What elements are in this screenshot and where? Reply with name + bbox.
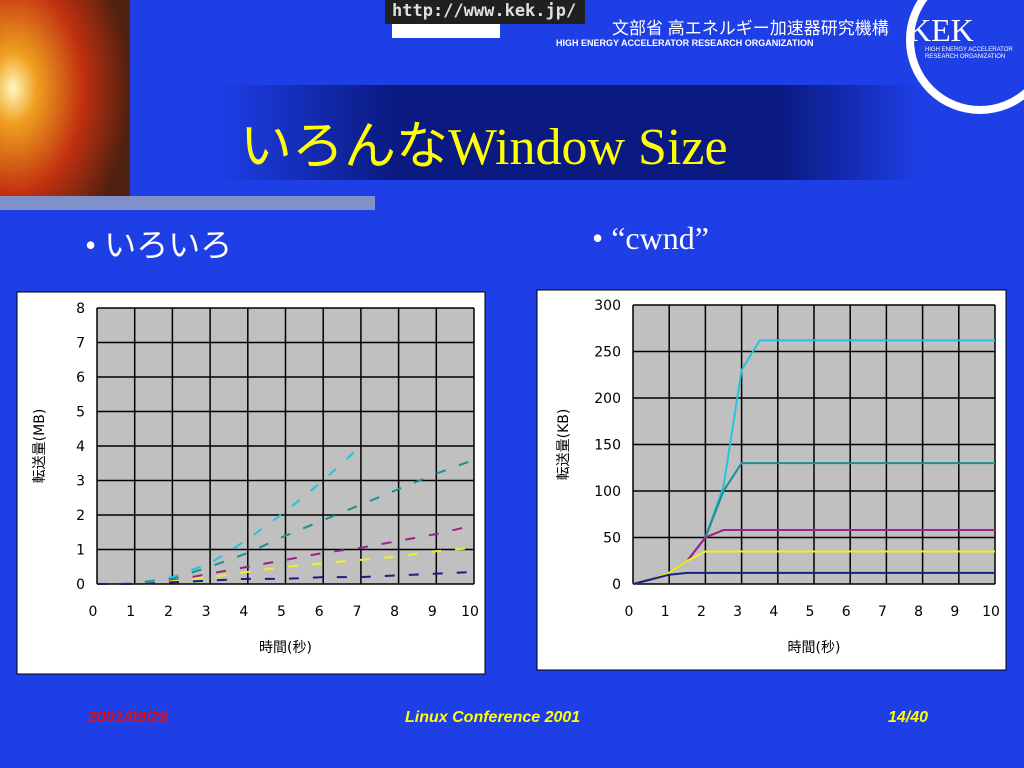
series-line (97, 570, 475, 585)
x-axis-label: 時間(秒) (788, 640, 841, 656)
x-tick-label: 7 (352, 604, 361, 620)
title-band (220, 85, 920, 180)
x-tick-label: 6 (842, 604, 851, 620)
y-tick-label: 300 (594, 298, 621, 314)
footer-page: 14/40 (888, 709, 929, 726)
bullet-text: “cwnd” (611, 220, 709, 256)
x-tick-label: 7 (878, 604, 887, 620)
y-axis-label: 転送量(KB) (556, 409, 572, 481)
x-tick-label: 2 (697, 604, 706, 620)
x-tick-label: 1 (661, 604, 670, 620)
x-tick-label: 10 (461, 604, 479, 620)
x-tick-label: 8 (914, 604, 923, 620)
y-tick-label: 0 (76, 577, 85, 593)
bullet: • “cwnd” (592, 220, 709, 256)
x-tick-label: 0 (89, 604, 98, 620)
title-rule (0, 196, 375, 210)
series-line (96, 458, 475, 585)
url-bar (385, 0, 585, 24)
bullet-text: いろいろ (104, 227, 233, 263)
org-en: HIGH ENERGY ACCELERATOR RESEARCH ORGANIZ… (556, 38, 814, 48)
logo-sub: HIGH ENERGY ACCELERATOR RESEARCH ORGANIZ… (925, 47, 1013, 60)
x-tick-label: 4 (239, 604, 248, 620)
x-tick-label: 5 (277, 604, 286, 620)
y-tick-label: 200 (594, 391, 621, 407)
x-tick-label: 9 (428, 604, 437, 620)
y-tick-label: 50 (603, 531, 621, 547)
footer-date: 2001/09/28 (88, 709, 169, 726)
url: http://www.kek.jp/ (392, 1, 577, 21)
logo-ring (906, 0, 1024, 114)
series-line (96, 524, 475, 585)
y-tick-label: 2 (76, 508, 85, 524)
series-line (632, 571, 995, 585)
y-tick-label: 3 (76, 474, 85, 490)
x-tick-label: 3 (733, 604, 742, 620)
series-line (96, 445, 362, 585)
logo: KEK (908, 12, 974, 48)
x-tick-label: 1 (126, 604, 135, 620)
y-tick-label: 7 (76, 336, 85, 352)
sun-image (0, 0, 130, 196)
x-tick-label: 10 (982, 604, 1000, 620)
bullet: • いろいろ (85, 227, 233, 263)
series-line (96, 546, 475, 585)
y-tick-label: 100 (594, 484, 621, 500)
slide-title: いろんなWindow Size (240, 119, 728, 176)
y-tick-label: 6 (76, 370, 85, 386)
y-tick-label: 250 (594, 345, 621, 361)
x-tick-label: 8 (390, 604, 399, 620)
x-tick-label: 3 (202, 604, 211, 620)
x-tick-label: 0 (625, 604, 634, 620)
y-tick-label: 5 (76, 405, 85, 421)
x-tick-label: 5 (806, 604, 815, 620)
footer-event: Linux Conference 2001 (405, 709, 581, 726)
series-line (632, 550, 995, 585)
y-tick-label: 150 (594, 438, 621, 454)
x-tick-label: 2 (164, 604, 173, 620)
y-tick-label: 8 (76, 301, 85, 317)
barcode (392, 24, 500, 38)
y-tick-label: 0 (612, 577, 621, 593)
y-axis-label: 転送量(MB) (32, 409, 48, 484)
x-axis-label: 時間(秒) (259, 640, 312, 656)
x-tick-label: 9 (950, 604, 959, 620)
y-tick-label: 1 (76, 543, 85, 559)
y-tick-label: 4 (76, 439, 85, 455)
org-jp: 文部省 高エネルギー加速器研究機構 (612, 19, 889, 38)
x-tick-label: 4 (769, 604, 778, 620)
x-tick-label: 6 (315, 604, 324, 620)
